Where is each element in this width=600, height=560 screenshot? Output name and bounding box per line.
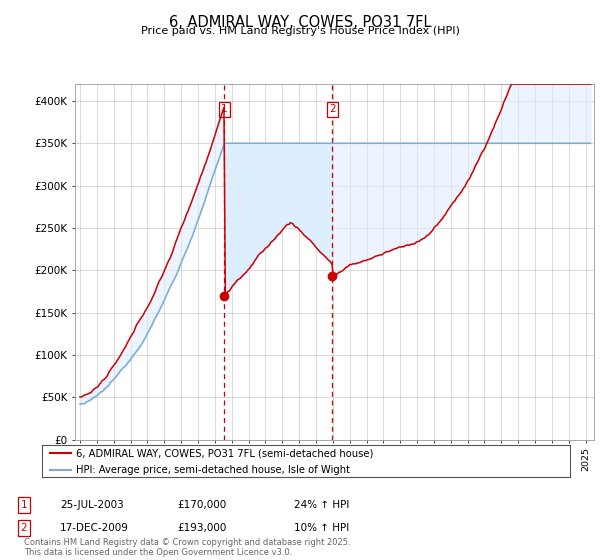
Text: 6, ADMIRAL WAY, COWES, PO31 7FL (semi-detached house): 6, ADMIRAL WAY, COWES, PO31 7FL (semi-de… — [76, 449, 374, 459]
Text: 6, ADMIRAL WAY, COWES, PO31 7FL: 6, ADMIRAL WAY, COWES, PO31 7FL — [169, 15, 431, 30]
Text: 25-JUL-2003: 25-JUL-2003 — [60, 500, 124, 510]
Text: £193,000: £193,000 — [177, 523, 226, 533]
Text: 10% ↑ HPI: 10% ↑ HPI — [294, 523, 349, 533]
Text: 24% ↑ HPI: 24% ↑ HPI — [294, 500, 349, 510]
Text: 1: 1 — [20, 500, 28, 510]
Text: 17-DEC-2009: 17-DEC-2009 — [60, 523, 129, 533]
Text: HPI: Average price, semi-detached house, Isle of Wight: HPI: Average price, semi-detached house,… — [76, 465, 350, 475]
Text: Contains HM Land Registry data © Crown copyright and database right 2025.
This d: Contains HM Land Registry data © Crown c… — [24, 538, 350, 557]
Text: 1: 1 — [221, 104, 227, 114]
Text: £170,000: £170,000 — [177, 500, 226, 510]
Text: Price paid vs. HM Land Registry's House Price Index (HPI): Price paid vs. HM Land Registry's House … — [140, 26, 460, 36]
Text: 2: 2 — [329, 104, 335, 114]
Text: 2: 2 — [20, 523, 28, 533]
